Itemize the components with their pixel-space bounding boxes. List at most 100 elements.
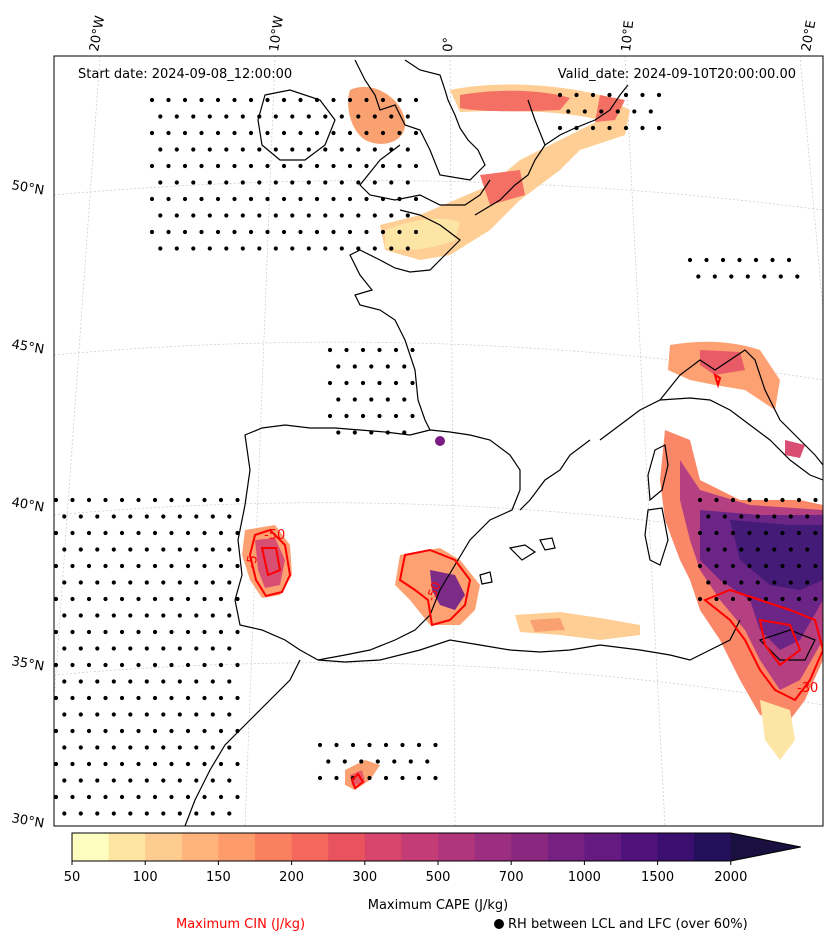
rh-dot xyxy=(336,430,341,435)
rh-dot xyxy=(202,596,207,602)
rh-dot xyxy=(152,794,158,800)
rh-dot xyxy=(730,596,736,602)
rh-dot xyxy=(788,514,793,519)
rh-dot xyxy=(405,147,410,152)
rh-dot xyxy=(336,397,341,402)
rh-dot xyxy=(405,246,410,251)
rh-dot xyxy=(400,742,405,748)
rh-dot xyxy=(119,563,125,569)
rh-dot xyxy=(413,229,419,235)
rh-dot xyxy=(185,728,191,734)
rh-dot xyxy=(380,229,386,235)
rh-dot xyxy=(281,163,287,169)
rh-dot xyxy=(177,580,182,585)
rh-dot xyxy=(152,530,158,536)
rh-dot xyxy=(103,794,108,800)
rh-dot xyxy=(185,497,191,503)
rh-dot xyxy=(314,130,320,136)
rh-dot xyxy=(352,364,357,369)
map-frame xyxy=(53,55,824,827)
rh-dot xyxy=(380,130,386,136)
rh-dot xyxy=(331,130,336,136)
rh-dot xyxy=(70,596,75,602)
rh-dot xyxy=(344,347,349,353)
rh-dot xyxy=(402,397,407,402)
rh-dot xyxy=(202,497,207,503)
rh-dot xyxy=(248,97,254,103)
rh-dot xyxy=(730,530,736,536)
rh-dot xyxy=(383,775,389,781)
rh-dot xyxy=(177,547,182,552)
rh-dot xyxy=(161,778,166,783)
rh-dot xyxy=(405,180,410,185)
cape-valencia-core xyxy=(430,570,465,610)
rh-dot xyxy=(62,745,67,750)
rh-dot xyxy=(389,114,394,119)
rh-dot xyxy=(169,761,174,767)
rh-dot xyxy=(770,257,775,263)
rh-dot-icon xyxy=(494,919,504,929)
rh-dot xyxy=(739,580,744,585)
rh-dot xyxy=(298,229,303,235)
rh-dot xyxy=(103,761,108,767)
rh-dot xyxy=(210,646,215,651)
colorbar-extend-arrow xyxy=(730,833,801,861)
rh-dot xyxy=(640,92,645,98)
rh-dot xyxy=(144,613,149,618)
rh-dot xyxy=(136,563,141,569)
rh-dot xyxy=(400,775,405,781)
rh-dot xyxy=(389,180,394,185)
rh-dot xyxy=(86,728,92,734)
rh-dot xyxy=(290,114,295,119)
rh-dot xyxy=(169,497,174,503)
rh-dots-layer xyxy=(54,92,818,816)
rh-dot xyxy=(331,196,336,202)
rh-dot xyxy=(656,125,662,131)
rh-dot xyxy=(54,728,59,734)
rh-dot xyxy=(397,229,402,235)
rh-dot xyxy=(218,728,224,734)
rh-dot xyxy=(364,97,369,103)
rh-dot xyxy=(128,514,133,519)
rh-dot xyxy=(95,514,100,519)
rh-dot xyxy=(169,794,174,800)
cin-legend-text: Maximum CIN (J/kg) xyxy=(176,917,306,932)
rh-dot xyxy=(281,130,287,136)
cin-contour-portugal xyxy=(248,528,292,598)
rh-dot xyxy=(778,274,783,279)
rh-dot xyxy=(169,563,174,569)
rh-dot xyxy=(566,109,571,114)
cin-label-4: -30 xyxy=(797,681,818,696)
rh-dot xyxy=(697,497,703,503)
rh-dot xyxy=(377,413,382,419)
rh-dot xyxy=(78,514,83,519)
rh-dot xyxy=(323,213,328,218)
rh-dot xyxy=(232,97,237,103)
colorbar-tick-label: 2000 xyxy=(714,870,748,885)
rh-dot xyxy=(714,596,719,602)
rh-dot xyxy=(334,775,339,781)
rh-dot xyxy=(218,596,224,602)
rh-dot xyxy=(339,180,344,185)
rh-dot xyxy=(218,629,224,635)
rh-dot xyxy=(369,364,374,369)
rh-dot xyxy=(227,613,232,618)
rh-dot xyxy=(227,745,232,750)
colorbar-bin xyxy=(474,833,512,861)
rh-dot xyxy=(317,775,323,781)
rh-dot xyxy=(62,646,67,651)
rh-dot xyxy=(111,613,116,618)
rh-dot xyxy=(86,695,92,701)
rh-dot xyxy=(433,775,438,781)
rh-dot xyxy=(314,229,320,235)
rh-dot xyxy=(54,695,59,701)
lon-label-0: 0° xyxy=(441,37,457,52)
rh-dot xyxy=(86,629,92,635)
balearic-islands xyxy=(479,537,556,585)
rh-dot xyxy=(306,180,311,185)
rh-dot xyxy=(336,364,341,369)
rh-dot xyxy=(70,563,75,569)
rh-dot xyxy=(70,695,75,701)
rh-dot xyxy=(210,811,215,816)
rh-dot xyxy=(235,794,240,800)
